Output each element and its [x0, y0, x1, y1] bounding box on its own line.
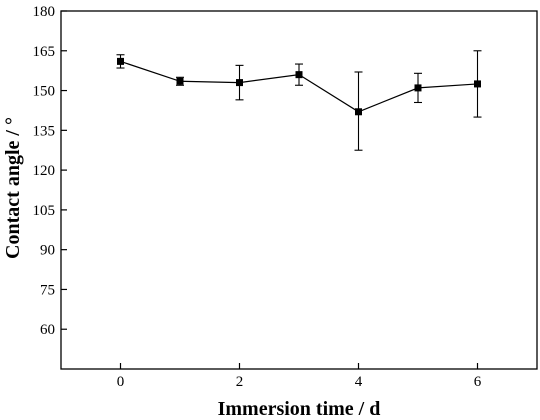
y-axis: 60 75 90 105 120 135 150 165 180	[33, 4, 67, 338]
plot-frame	[60, 10, 538, 370]
y-tick-label: 75	[40, 282, 55, 298]
y-tick-label: 180	[33, 4, 56, 20]
data-point	[474, 80, 481, 88]
data-point	[176, 77, 184, 85]
data-point	[355, 108, 362, 116]
data-point	[117, 57, 124, 65]
x-tick-label: 4	[355, 374, 363, 390]
x-tick-label: 0	[117, 374, 125, 390]
y-tick-label: 135	[33, 123, 56, 139]
y-tick-label: 150	[33, 84, 56, 100]
x-tick-label: 2	[236, 374, 244, 390]
y-tick-label: 60	[40, 322, 55, 338]
y-tick-label: 120	[33, 163, 56, 179]
y-tick-label: 90	[40, 243, 55, 259]
data-point	[414, 84, 422, 92]
y-tick-label: 105	[33, 203, 56, 219]
x-tick-label: 6	[474, 374, 482, 390]
data-point	[236, 79, 243, 87]
y-tick-label: 165	[33, 44, 56, 60]
y-axis-title: Contact angle / °	[2, 117, 24, 259]
x-axis: 0 2 4 6	[117, 363, 482, 390]
x-axis-title: Immersion time / d	[218, 398, 381, 420]
data-point	[295, 71, 303, 79]
data-series	[116, 50, 482, 151]
plot-border	[60, 10, 538, 370]
